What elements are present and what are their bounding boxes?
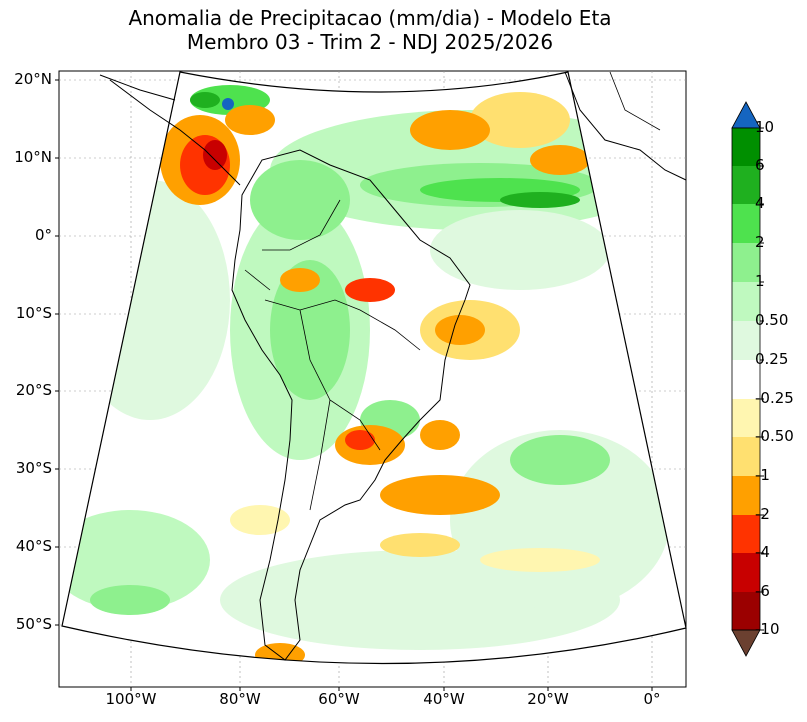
colorbar-bin-n6-n10 bbox=[732, 592, 760, 630]
central-america-coastline bbox=[109, 79, 241, 186]
colorbar-label-10: 10 bbox=[755, 118, 775, 136]
lon-label-40w: 40°W bbox=[423, 690, 465, 708]
colorbar-bin-n4-n6 bbox=[732, 553, 760, 592]
colorbar-label-n2: -2 bbox=[755, 505, 770, 523]
lat-label-10s: 10°S bbox=[15, 304, 52, 322]
lat-label-20s: 20°S bbox=[15, 381, 52, 399]
colorbar-label-4: 4 bbox=[755, 194, 765, 212]
colorbar-label-025: 0.25 bbox=[755, 350, 789, 368]
colorbar-bin-6-10 bbox=[732, 128, 760, 166]
lat-label-10n: 10°N bbox=[14, 148, 52, 166]
colorbar-bin-n2-n4 bbox=[732, 515, 760, 553]
colorbar-bin-n025-n050 bbox=[732, 399, 760, 437]
colorbar-bin-n1-n2 bbox=[732, 476, 760, 515]
model-domain-outline bbox=[61, 71, 687, 665]
lat-label-40s: 40°S bbox=[15, 537, 52, 555]
colorbar-bin-n050-n1 bbox=[732, 437, 760, 476]
colorbar-label-050: 0.50 bbox=[755, 311, 789, 329]
colorbar-label-n025: -0.25 bbox=[755, 389, 794, 407]
colorbar-bin-4-6 bbox=[732, 166, 760, 204]
colorbar-bin-1-2 bbox=[732, 243, 760, 282]
map-title-line2: Membro 03 - Trim 2 - NDJ 2025/2026 bbox=[186, 30, 554, 54]
lon-label-60w: 60°W bbox=[318, 690, 360, 708]
country-borders bbox=[244, 199, 421, 511]
africa-borders bbox=[609, 71, 661, 131]
colorbar bbox=[731, 101, 764, 657]
south-america-coastline bbox=[231, 149, 471, 661]
lon-label-0: 0° bbox=[643, 690, 661, 708]
lon-label-80w: 80°W bbox=[219, 690, 261, 708]
lat-label-eq: 0° bbox=[34, 226, 52, 244]
lat-label-50s: 50°S bbox=[15, 615, 52, 633]
lon-label-20w: 20°W bbox=[527, 690, 569, 708]
colorbar-bin-2-4 bbox=[732, 204, 760, 243]
lat-label-30s: 30°S bbox=[15, 459, 52, 477]
colorbar-label-1: 1 bbox=[755, 272, 765, 290]
africa-coastline bbox=[564, 71, 687, 181]
colorbar-bin-neutral bbox=[732, 360, 760, 399]
colorbar-label-n4: -4 bbox=[755, 543, 770, 561]
colorbar-bin-050-1 bbox=[732, 282, 760, 321]
colorbar-label-n10: -10 bbox=[755, 620, 780, 638]
colorbar-label-2: 2 bbox=[755, 233, 765, 251]
colorbar-label-n1: -1 bbox=[755, 466, 770, 484]
colorbar-label-n6: -6 bbox=[755, 582, 770, 600]
lat-label-20n: 20°N bbox=[14, 70, 52, 88]
map-title-line1: Anomalia de Precipitacao (mm/dia) - Mode… bbox=[128, 6, 612, 30]
colorbar-label-6: 6 bbox=[755, 156, 765, 174]
colorbar-bin-025-050 bbox=[732, 321, 760, 360]
lon-label-100w: 100°W bbox=[105, 690, 157, 708]
colorbar-label-n050: -0.50 bbox=[755, 427, 794, 445]
mexico-coastline bbox=[99, 74, 176, 101]
